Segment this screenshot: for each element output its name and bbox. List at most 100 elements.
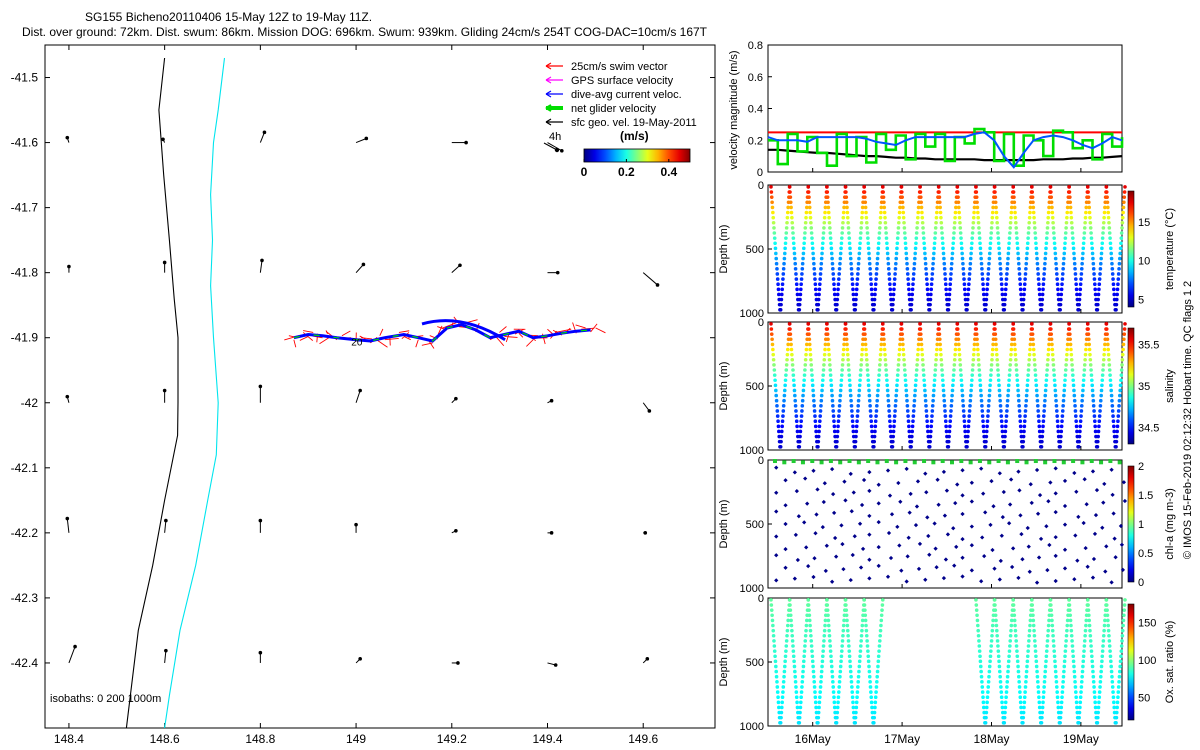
sample-point <box>792 664 797 669</box>
sample-point <box>1033 649 1038 653</box>
sample-point <box>878 226 882 230</box>
sample-point <box>1109 659 1113 664</box>
sample-point <box>1013 210 1017 215</box>
sample-point <box>984 715 988 720</box>
sample-point <box>920 347 924 352</box>
sample-point <box>817 429 821 434</box>
sample-point <box>1046 215 1051 220</box>
sample-point <box>910 429 915 434</box>
sample-point <box>1055 414 1059 418</box>
sample-point <box>1086 603 1090 607</box>
sample-point <box>976 210 980 215</box>
sample-point <box>907 429 912 434</box>
sample-point <box>794 488 799 494</box>
geo-vector-head <box>65 516 70 521</box>
sample-point <box>1025 383 1030 388</box>
sample-point <box>1017 409 1022 413</box>
sample-point <box>1053 509 1058 515</box>
sample-point <box>770 342 775 347</box>
sample-point <box>775 409 780 413</box>
sample-point <box>1091 393 1095 398</box>
sample-point <box>1063 241 1067 246</box>
sample-point <box>789 205 793 210</box>
sample-point <box>820 246 825 251</box>
sample-point <box>777 429 781 434</box>
sample-point <box>847 236 852 240</box>
sample-point <box>828 644 833 648</box>
sample-point <box>967 272 972 276</box>
sample-point <box>1050 623 1055 628</box>
sample-point <box>1095 721 1100 725</box>
sample-point <box>845 618 849 623</box>
sample-point <box>771 215 776 220</box>
sample-point <box>1078 282 1083 287</box>
sample-point <box>819 674 824 679</box>
sample-point <box>1044 373 1049 377</box>
sample-point <box>1016 251 1020 256</box>
sample-point <box>855 277 860 281</box>
sample-point <box>830 261 835 266</box>
sample-point <box>894 251 899 256</box>
sample-point <box>1005 272 1009 276</box>
sample-point <box>777 292 781 297</box>
sample-point <box>1002 445 1007 449</box>
sample-point <box>1108 654 1113 659</box>
sample-point <box>771 210 775 215</box>
sample-point <box>848 256 853 261</box>
sample-point <box>1028 210 1032 215</box>
sample-point <box>1019 429 1023 434</box>
net-velocity-series <box>768 127 1124 167</box>
sample-point <box>955 322 960 326</box>
sample-point <box>931 261 935 266</box>
sample-point <box>911 419 915 424</box>
sample-point <box>798 429 803 434</box>
sample-point <box>975 613 979 618</box>
sample-point <box>793 267 798 271</box>
sample-point <box>1109 383 1113 388</box>
sample-point <box>876 545 881 550</box>
sample-point <box>988 378 993 383</box>
sample-point <box>860 347 865 352</box>
profile-ytick-label: 1000 <box>740 583 764 595</box>
sample-point <box>1008 368 1012 372</box>
sample-point <box>1112 705 1116 710</box>
sample-point <box>952 368 956 372</box>
profile-samples <box>773 459 1128 585</box>
sample-point <box>896 368 900 372</box>
sample-point <box>925 287 930 292</box>
sample-point <box>780 419 785 424</box>
sample-point <box>822 633 827 638</box>
sample-point <box>1096 297 1100 302</box>
sample-point <box>989 368 994 372</box>
sample-point <box>809 368 814 372</box>
sample-point <box>841 210 846 215</box>
sample-point <box>1118 246 1123 251</box>
sample-point <box>1027 352 1032 357</box>
sample-point <box>943 277 948 281</box>
sample-point <box>1107 231 1112 235</box>
sample-point <box>850 685 854 689</box>
sample-point <box>819 680 823 684</box>
sample-point <box>976 347 980 352</box>
sample-point <box>988 383 992 388</box>
sample-point <box>906 414 910 418</box>
sample-point <box>1015 383 1020 388</box>
profile-ylabel: Depth (m) <box>718 225 730 274</box>
sample-point <box>996 644 1000 648</box>
sample-point <box>1004 690 1009 694</box>
sample-point <box>891 302 895 307</box>
sample-point <box>1101 226 1106 230</box>
sample-point <box>1063 654 1067 659</box>
sample-point <box>840 368 844 372</box>
sample-point <box>858 236 863 240</box>
sample-point <box>1011 322 1016 326</box>
sample-point <box>1058 721 1062 725</box>
sample-point <box>1047 342 1051 347</box>
sample-point <box>1086 190 1090 194</box>
sample-point <box>991 504 996 509</box>
sample-point <box>1037 419 1041 424</box>
sample-point <box>1071 246 1076 251</box>
sample-point <box>1111 277 1115 281</box>
sample-point <box>1034 388 1039 393</box>
